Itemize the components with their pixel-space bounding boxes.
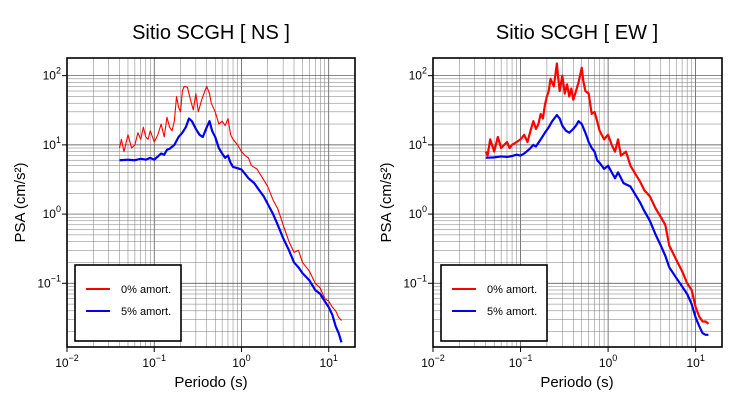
x-tick-label: 10−2	[421, 353, 445, 370]
legend-box	[74, 264, 182, 342]
plot-frame	[66, 57, 356, 348]
x-tick-label: 100	[599, 353, 617, 370]
y-tick-label: 10−1	[403, 273, 427, 290]
y-axis-label: PSA (cm/s²)	[378, 162, 395, 242]
legend-label: 0% amort.	[487, 284, 537, 296]
x-tick-label: 10−1	[142, 353, 166, 370]
legend-label: 5% amort.	[121, 306, 171, 318]
legend-label: 5% amort.	[487, 306, 537, 318]
x-axis-label: Periodo (s)	[540, 374, 613, 391]
legend: 0% amort. 5% amort.	[440, 264, 548, 342]
y-tick-label: 10−1	[37, 273, 61, 290]
y-axis-label: PSA (cm/s²)	[12, 162, 29, 242]
ns-chart-panel: 10−2 10−1 100 101 10−1 100 101 102 Sitio SCGH [ …	[12, 22, 356, 391]
legend-label: 0% amort.	[121, 284, 171, 296]
series-group	[118, 85, 343, 343]
chart-title: Sitio SCGH [ NS ]	[132, 22, 290, 44]
series-line-undamped	[484, 62, 710, 325]
x-tick-label: 101	[686, 353, 704, 370]
y-tick-label: 101	[409, 135, 427, 152]
x-tick-label: 10−2	[55, 353, 79, 370]
plot-frame	[432, 57, 723, 348]
y-tick-label: 100	[409, 204, 427, 221]
series-group	[484, 62, 710, 336]
legend-box	[440, 264, 548, 342]
series-line-undamped	[118, 85, 342, 321]
x-tick-label: 100	[232, 353, 250, 370]
ew-chart-panel: 10−2 10−1 100 101 10−1 100 101 102 Sitio SCGH [ …	[378, 22, 723, 391]
legend: 0% amort. 5% amort.	[74, 264, 182, 342]
grid	[66, 58, 356, 347]
series-line-damped	[119, 117, 343, 343]
x-tick-label: 101	[320, 353, 338, 370]
series-line-damped	[485, 113, 709, 336]
x-axis-label: Periodo (s)	[174, 374, 247, 391]
y-tick-label: 100	[43, 204, 61, 221]
y-tick-label: 102	[43, 66, 61, 83]
chart-title: Sitio SCGH [ EW ]	[496, 22, 658, 44]
y-tick-label: 101	[43, 135, 61, 152]
y-tick-label: 102	[409, 66, 427, 83]
x-tick-label: 10−1	[509, 353, 533, 370]
